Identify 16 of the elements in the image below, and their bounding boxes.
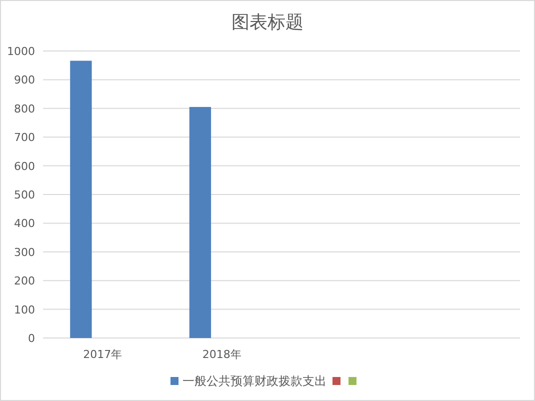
y-tick-label: 900 <box>14 74 35 87</box>
chart-title: 图表标题 <box>232 12 304 33</box>
x-tick-label: 2017年 <box>83 348 122 361</box>
y-tick-label: 700 <box>14 131 35 144</box>
legend-label: 一般公共预算财政拨款支出 <box>182 374 326 388</box>
legend: 一般公共预算财政拨款支出 <box>170 374 356 388</box>
y-tick-label: 800 <box>14 102 35 116</box>
y-tick-label: 1000 <box>7 45 35 58</box>
y-tick-label: 200 <box>14 274 35 288</box>
y-tick-label: 400 <box>14 217 35 230</box>
x-tick-label: 2018年 <box>202 348 242 361</box>
y-tick-label: 0 <box>28 332 35 345</box>
y-tick-label: 100 <box>14 303 35 316</box>
y-tick-label: 300 <box>14 246 35 259</box>
y-tick-label: 500 <box>14 188 35 202</box>
y-tick-label: 600 <box>14 160 35 173</box>
